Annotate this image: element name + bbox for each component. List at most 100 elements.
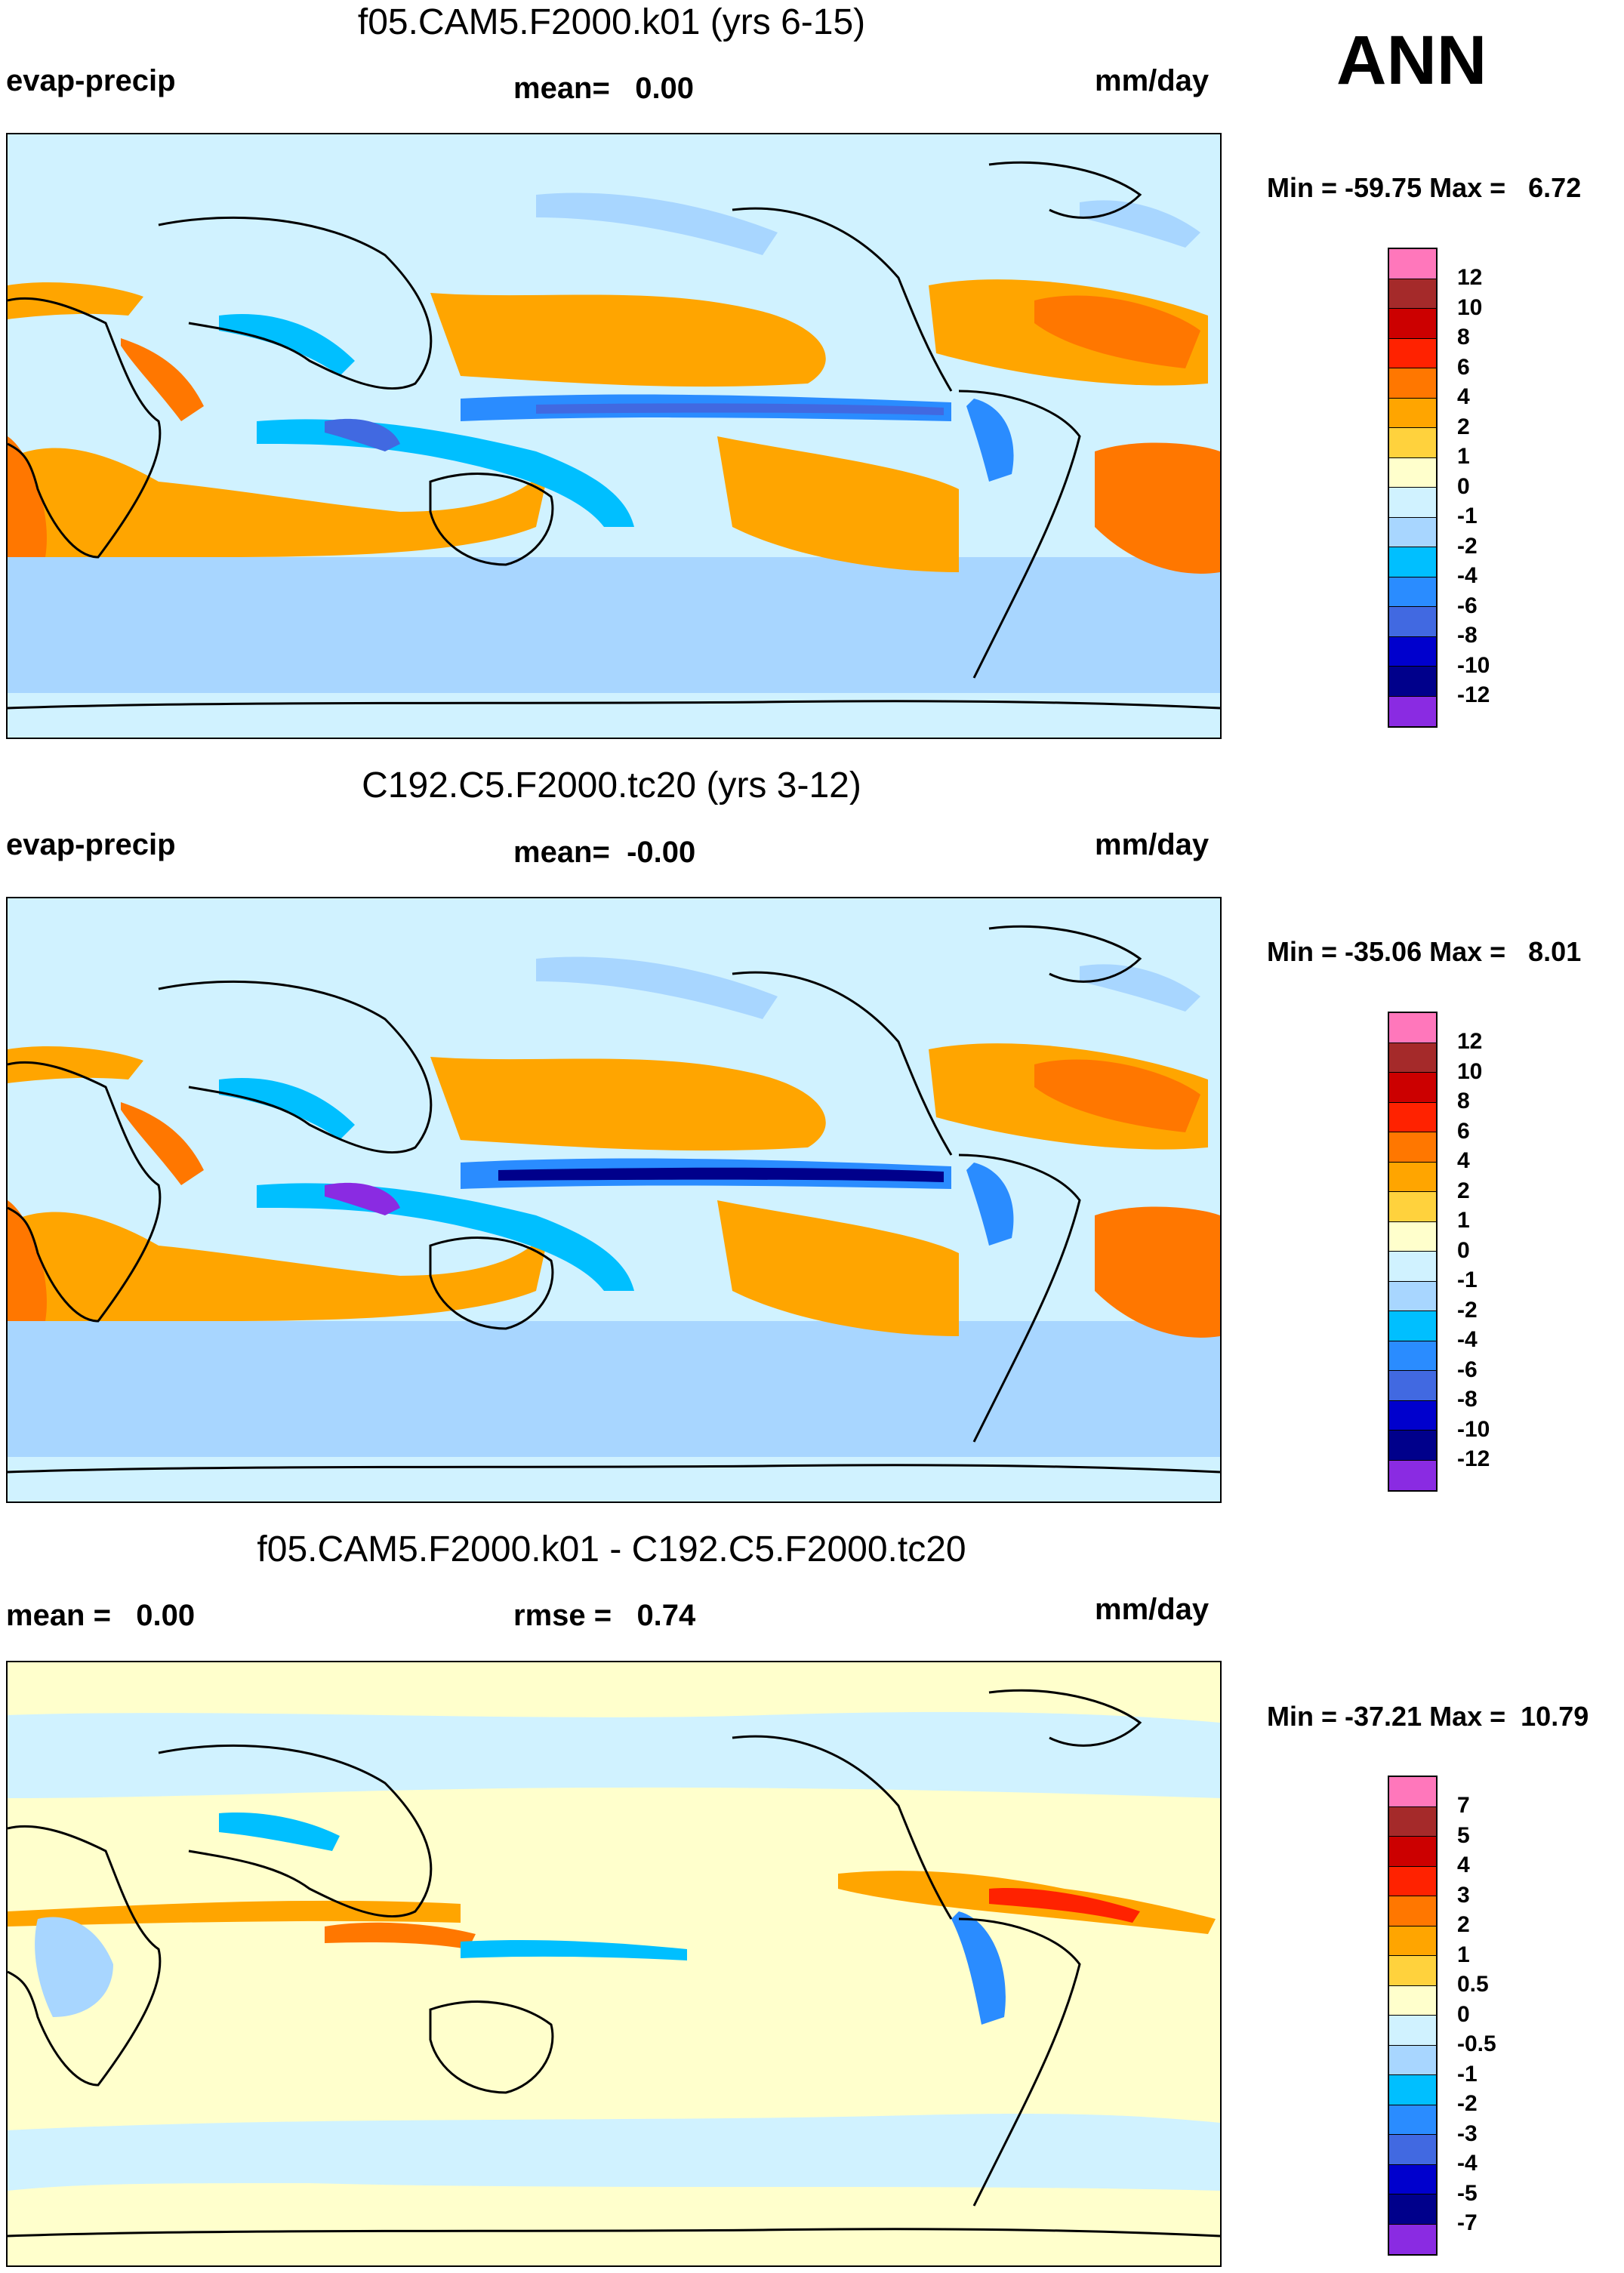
s-atlantic-high (1095, 1206, 1220, 1338)
himalaya-diff (219, 1813, 340, 1851)
angola-basin (8, 1200, 47, 1321)
panel-3-colorbar-box (1389, 2135, 1436, 2165)
panel-3-map (6, 1661, 1222, 2267)
panel-1-colorbar-box (1389, 398, 1436, 428)
panel-2-colorbar-box (1389, 1431, 1436, 1461)
panel-3-colorbar-box (1389, 1956, 1436, 1986)
panel-2-map (6, 897, 1222, 1503)
colorbar-label: -12 (1457, 1446, 1490, 1471)
panel-1-colorbar (1388, 248, 1438, 728)
spcz (257, 1183, 634, 1291)
australia-coast (429, 473, 554, 566)
panel-1-variable-label: evap-precip (6, 64, 176, 97)
amazon-outflow-diff (989, 1888, 1140, 1923)
panel-2-colorbar-box (1389, 1460, 1436, 1490)
panel-2-colorbar-box (1389, 1371, 1436, 1401)
colorbar-label: -10 (1457, 1416, 1490, 1442)
panel-2-map-svg (8, 898, 1220, 1501)
panel-1-colorbar-box (1389, 696, 1436, 726)
coastlines (8, 925, 1220, 1474)
spcz-diff (461, 1940, 687, 1960)
panel-1-colorbar-box (1389, 309, 1436, 339)
panel-1-colorbar-box (1389, 488, 1436, 518)
antarctic-band (8, 693, 1220, 738)
itcz-core (498, 1167, 944, 1182)
panel-1-units-label: mm/day (1095, 64, 1210, 97)
panel-2-colorbar-box (1389, 1043, 1436, 1073)
colorbar-label: -8 (1457, 623, 1478, 648)
panel-3-colorbar-box (1389, 1866, 1436, 1896)
panel-2-units-label: mm/day (1095, 828, 1210, 861)
itcz-core (536, 403, 944, 415)
maritime-continent (325, 418, 400, 451)
mediterranean (8, 282, 143, 319)
colorbar-label: 3 (1457, 1882, 1470, 1908)
colorbar-label: 6 (1457, 1118, 1470, 1144)
colorbar-label: 10 (1457, 1058, 1483, 1084)
panel-2-title: C192.C5.F2000.tc20 (yrs 3-12) (362, 765, 861, 805)
panel-1-mean-label: mean= 0.00 (513, 72, 695, 105)
south-asia-monsoon (219, 314, 355, 376)
panel-1-colorbar-box (1389, 547, 1436, 577)
panel-3-colorbar-box (1389, 1896, 1436, 1927)
colorbar-label: 1 (1457, 444, 1470, 469)
panel-2-colorbar-box (1389, 1311, 1436, 1341)
panel-2-mean-label: mean= -0.00 (513, 836, 696, 869)
colorbar-label: -3 (1457, 2121, 1478, 2146)
panel-2-colorbar-box (1389, 1013, 1436, 1043)
panel-3-colorbar-box (1389, 1985, 1436, 2016)
colorbar-label: -1 (1457, 504, 1478, 528)
asia-coast (158, 216, 433, 390)
panel-2-colorbar-box (1389, 1192, 1436, 1222)
n-pacific-high (430, 293, 826, 387)
panel-3-colorbar-box (1389, 2224, 1436, 2254)
amazon (966, 399, 1014, 482)
n-atlantic-storm (1080, 964, 1200, 1012)
panel-2-colorbar-box (1389, 1281, 1436, 1311)
panel-2-colorbar-box (1389, 1341, 1436, 1371)
spcz (257, 419, 634, 527)
panel-2-colorbar (1388, 1012, 1438, 1492)
panel-3-mean-label: mean = 0.00 (6, 1599, 196, 1632)
panel-1-colorbar-box (1389, 607, 1436, 637)
north-america-coast (732, 1735, 953, 1920)
panel-3-colorbar-box (1389, 1806, 1436, 1837)
panel-3-colorbar-box (1389, 1837, 1436, 1867)
se-pacific-high (717, 436, 959, 572)
mediterranean (8, 1046, 143, 1083)
north-america-coast (732, 971, 953, 1156)
n-atlantic-core (1034, 1059, 1200, 1132)
panel-1-colorbar-box (1389, 279, 1436, 309)
panel-2-colorbar-box (1389, 1132, 1436, 1163)
antarctica-coast (8, 700, 1220, 710)
colorbar-label: -12 (1457, 682, 1490, 707)
colorbar-label: -1 (1457, 1267, 1478, 1292)
greenland-coast (988, 1689, 1142, 1747)
coastlines (8, 1689, 1220, 2238)
n-atlantic-storm (1080, 200, 1200, 248)
panel-1-colorbar-box (1389, 517, 1436, 547)
amazon (966, 1163, 1014, 1246)
greenland-coast (988, 925, 1142, 983)
colorbar-label: -4 (1457, 2151, 1478, 2176)
n-pacific-storm (536, 192, 778, 255)
south-asia-monsoon (219, 1078, 355, 1140)
southern-ocean-band (8, 1321, 1220, 1457)
southern-ocean-band (8, 557, 1220, 693)
panel-2-colorbar-box (1389, 1221, 1436, 1252)
colorbar-label: -8 (1457, 1387, 1478, 1412)
s-atlantic-high (1095, 442, 1220, 574)
colorbar-label: -4 (1457, 563, 1478, 588)
colorbar-label: 6 (1457, 354, 1470, 380)
colorbar-label: 1 (1457, 1208, 1470, 1233)
se-pacific-high (717, 1200, 959, 1336)
s-indian-ocean-high (8, 448, 551, 557)
south-america-coast (958, 390, 1081, 679)
panel-3-colorbar-box (1389, 1777, 1436, 1807)
colorbar-label: -5 (1457, 2180, 1478, 2206)
panel-2-colorbar-box (1389, 1400, 1436, 1431)
colorbar-label: 10 (1457, 294, 1483, 320)
panel-1-colorbar-box (1389, 368, 1436, 399)
panel-1-title: f05.CAM5.F2000.k01 (yrs 6-15) (357, 2, 866, 42)
panel-1-colorbar-box (1389, 457, 1436, 488)
